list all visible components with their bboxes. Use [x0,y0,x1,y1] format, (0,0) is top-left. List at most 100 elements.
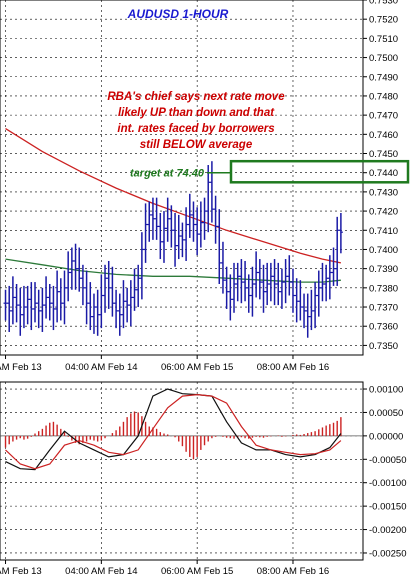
price-bar [40,287,45,332]
price-bar [191,201,196,242]
price-bar [228,274,233,321]
price-bar [77,247,82,292]
chart-title: AUDUSD 1-HOUR [127,7,229,21]
price-bar [290,268,295,313]
price-bar [209,161,214,223]
price-bar [165,197,170,242]
macd-x-tick-label: 08:00 AM Feb 16 [257,566,329,577]
price-bar [206,165,211,233]
price-bar [202,197,207,240]
price-tick-label: 0.7420 [369,207,398,218]
price-tick-label: 0.7460 [369,130,398,141]
price-bar [335,216,340,286]
price-bar [169,205,174,248]
macd-panel: 0.00100 0.00050 0.00000 -0.00050 -0.00100 -0.… [0,381,407,577]
signal-line [5,393,342,470]
macd-tick-label: 0.00050 [369,408,403,419]
price-bar [250,266,255,317]
price-bars [3,161,343,338]
price-bar [243,260,248,302]
price-tick-label: 0.7390 [369,264,398,275]
target-label: target at 74.40 [130,168,205,180]
price-bar [88,282,93,331]
headline-annotation: RBA's chief says next rate move likely UP… [107,91,285,151]
price-tick-label: 0.7400 [369,245,398,256]
price-bar [305,293,310,338]
price-bar [58,278,63,321]
price-tick-label: 0.7350 [369,341,398,352]
price-bar [224,266,229,309]
macd-tick-label: -0.00200 [369,525,407,536]
price-bar [298,280,303,321]
price-bar [331,247,336,286]
price-tick-label: 0.7440 [369,168,398,179]
price-bar [184,207,189,261]
price-bar [66,251,71,302]
price-bar [338,213,343,254]
macd-tick-label: -0.00250 [369,548,407,559]
price-bar [176,214,181,260]
price-bar [327,255,332,300]
price-bar [143,203,148,263]
price-tick-label: 0.7380 [369,283,398,294]
price-bar [110,266,115,317]
target-box [229,159,410,184]
moving-average-line [5,258,341,283]
price-bar [121,280,126,329]
price-bar [268,262,273,302]
price-tick-label: 0.7510 [369,34,398,45]
price-bar [257,259,262,300]
price-tick-label: 0.7530 [369,0,398,7]
price-bar [313,282,318,329]
price-bar [302,293,307,329]
macd-tick-label: -0.00150 [369,502,407,513]
price-x-tick-label: 06:00 AM Feb 15 [161,362,233,373]
price-bar [254,251,259,298]
price-bar [220,241,225,294]
price-bar [173,213,178,267]
price-bar [161,211,166,263]
price-bar [276,262,281,306]
price-bar [213,195,218,244]
price-bar [25,285,30,325]
price-bar [21,285,26,329]
price-bar [128,280,133,327]
price-tick-label: 0.7470 [369,111,398,122]
price-bar [99,274,104,329]
price-bar [114,289,119,329]
price-tick-label: 0.7490 [369,72,398,83]
price-bar [7,285,12,332]
price-bar [84,270,89,325]
headline-line: still BELOW average [140,139,253,151]
price-bar [294,278,299,323]
price-bar [309,289,314,331]
macd-tick-label: -0.00050 [369,455,407,466]
price-bar [283,259,288,304]
price-bar [187,193,192,238]
price-bar [287,255,292,296]
price-bar [147,201,152,242]
price-tick-label: 0.7370 [369,303,398,314]
price-bar [239,259,244,304]
price-bar [33,282,38,323]
price-bar [69,247,74,290]
price-bar [324,264,329,302]
price-x-tick-label: 02:00 AM Feb 13 [0,362,42,373]
price-bar [10,276,15,325]
headline-line: RBA's chief says next rate move [107,91,285,103]
price-bar [91,293,96,334]
price-panel: 0.7350 0.7360 0.7370 0.7380 0.7390 0.7400 0.74… [0,0,410,373]
price-x-tick-label: 04:00 AM Feb 14 [65,362,137,373]
price-bar [14,284,19,323]
price-bar [47,284,52,321]
price-tick-label: 0.7520 [369,15,398,26]
price-bar [139,232,144,300]
price-bar [117,293,122,336]
price-bar [125,287,130,323]
price-bar [136,264,141,308]
price-tick-label: 0.7410 [369,226,398,237]
price-bar [154,197,159,240]
price-bar [132,268,137,311]
price-bar [235,262,240,302]
